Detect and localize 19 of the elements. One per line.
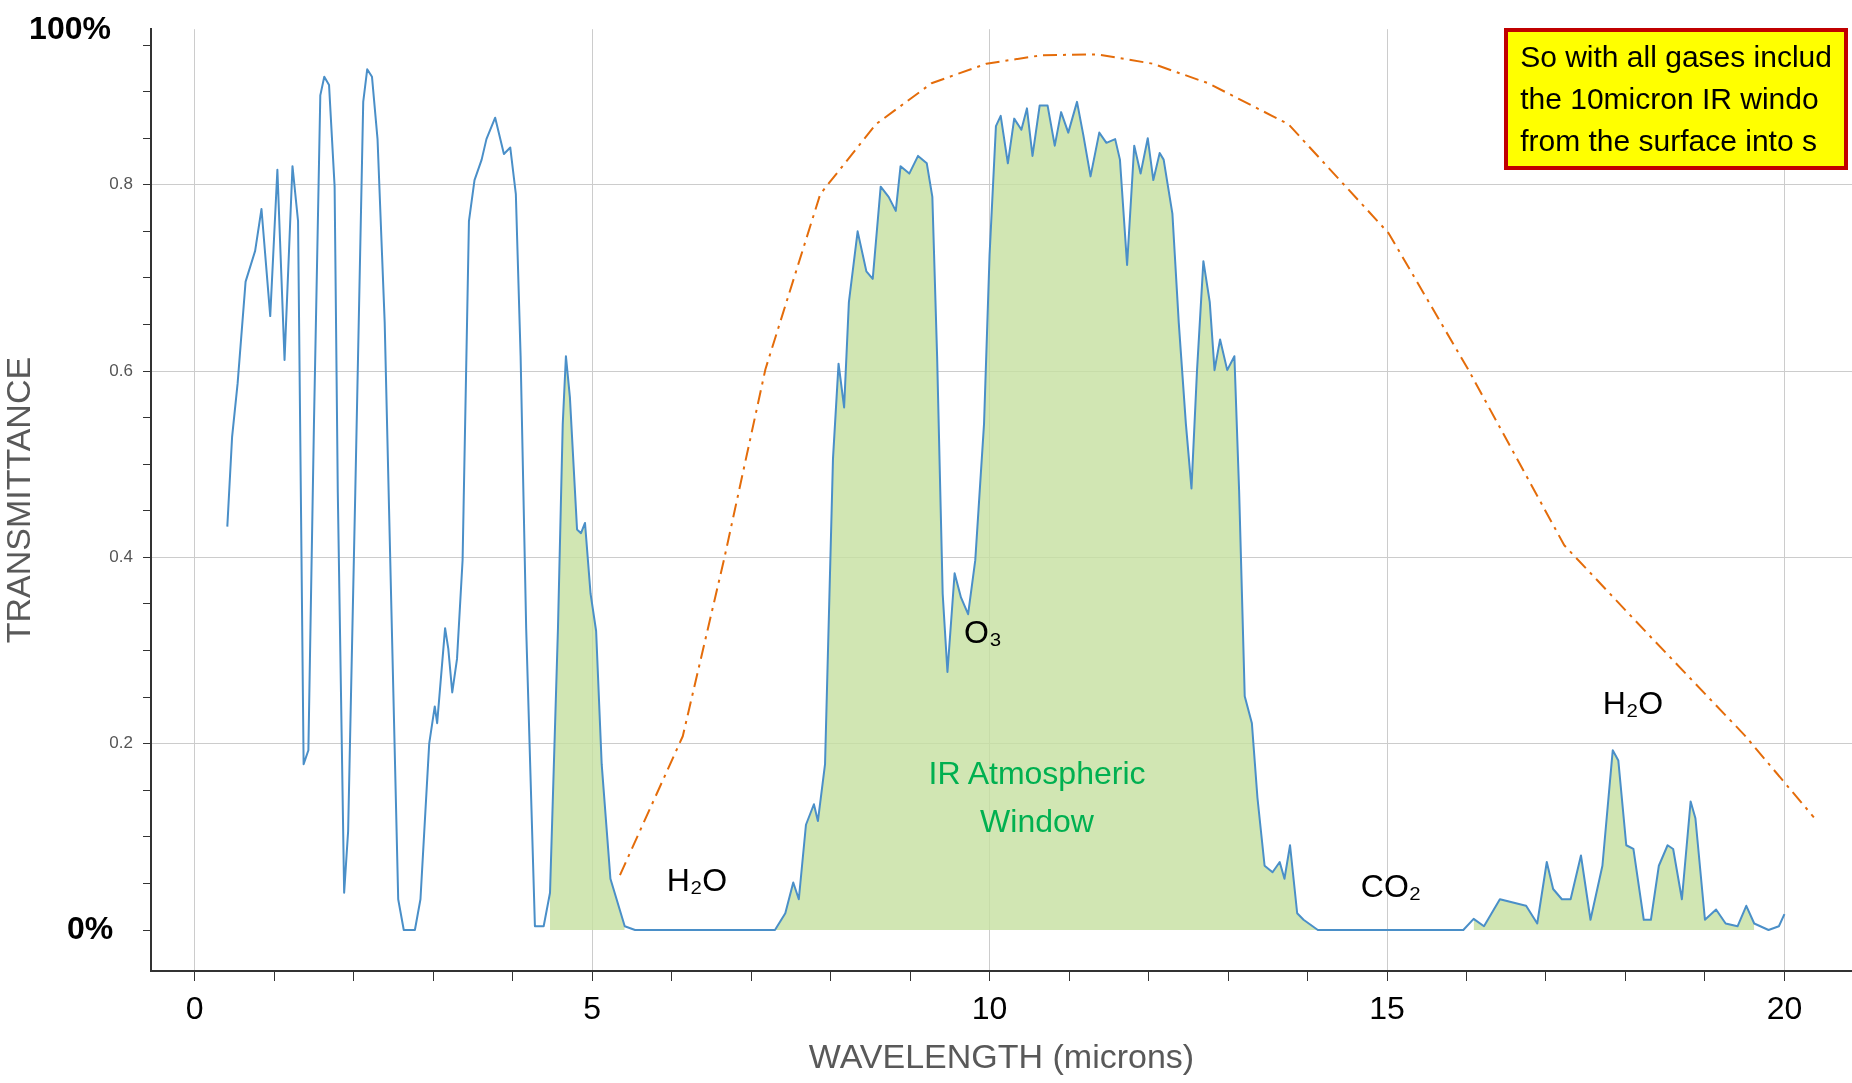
x-tick-label: 20 [1766, 990, 1803, 1027]
x-tick-label: 0 [185, 990, 204, 1027]
x-axis-title: WAVELENGTH (microns) [808, 1036, 1195, 1075]
y-tick-label: 0.4 [109, 547, 133, 567]
x-tick-label: 15 [1369, 990, 1405, 1027]
y-tick-label: 0.8 [109, 174, 133, 194]
x-tick-label: 5 [583, 990, 602, 1027]
annotation: CO₂ [1360, 867, 1422, 906]
annotation: H₂O [666, 861, 728, 900]
annotation: H₂O [1602, 684, 1664, 723]
annotation: O₃ [964, 613, 1002, 652]
x-tick-label: 10 [971, 990, 1008, 1027]
text: 100% [29, 9, 111, 48]
annotation: IR Atmospheric Window [927, 754, 1147, 841]
y-axis-title: TRANSMITTANCE [0, 356, 37, 644]
text: 0% [66, 909, 114, 948]
annotation: So with all gases includ the 10micron IR windo from the surface into s [1504, 28, 1848, 170]
y-tick-label: 0.6 [109, 360, 133, 380]
y-tick-label: 0.2 [109, 733, 133, 753]
